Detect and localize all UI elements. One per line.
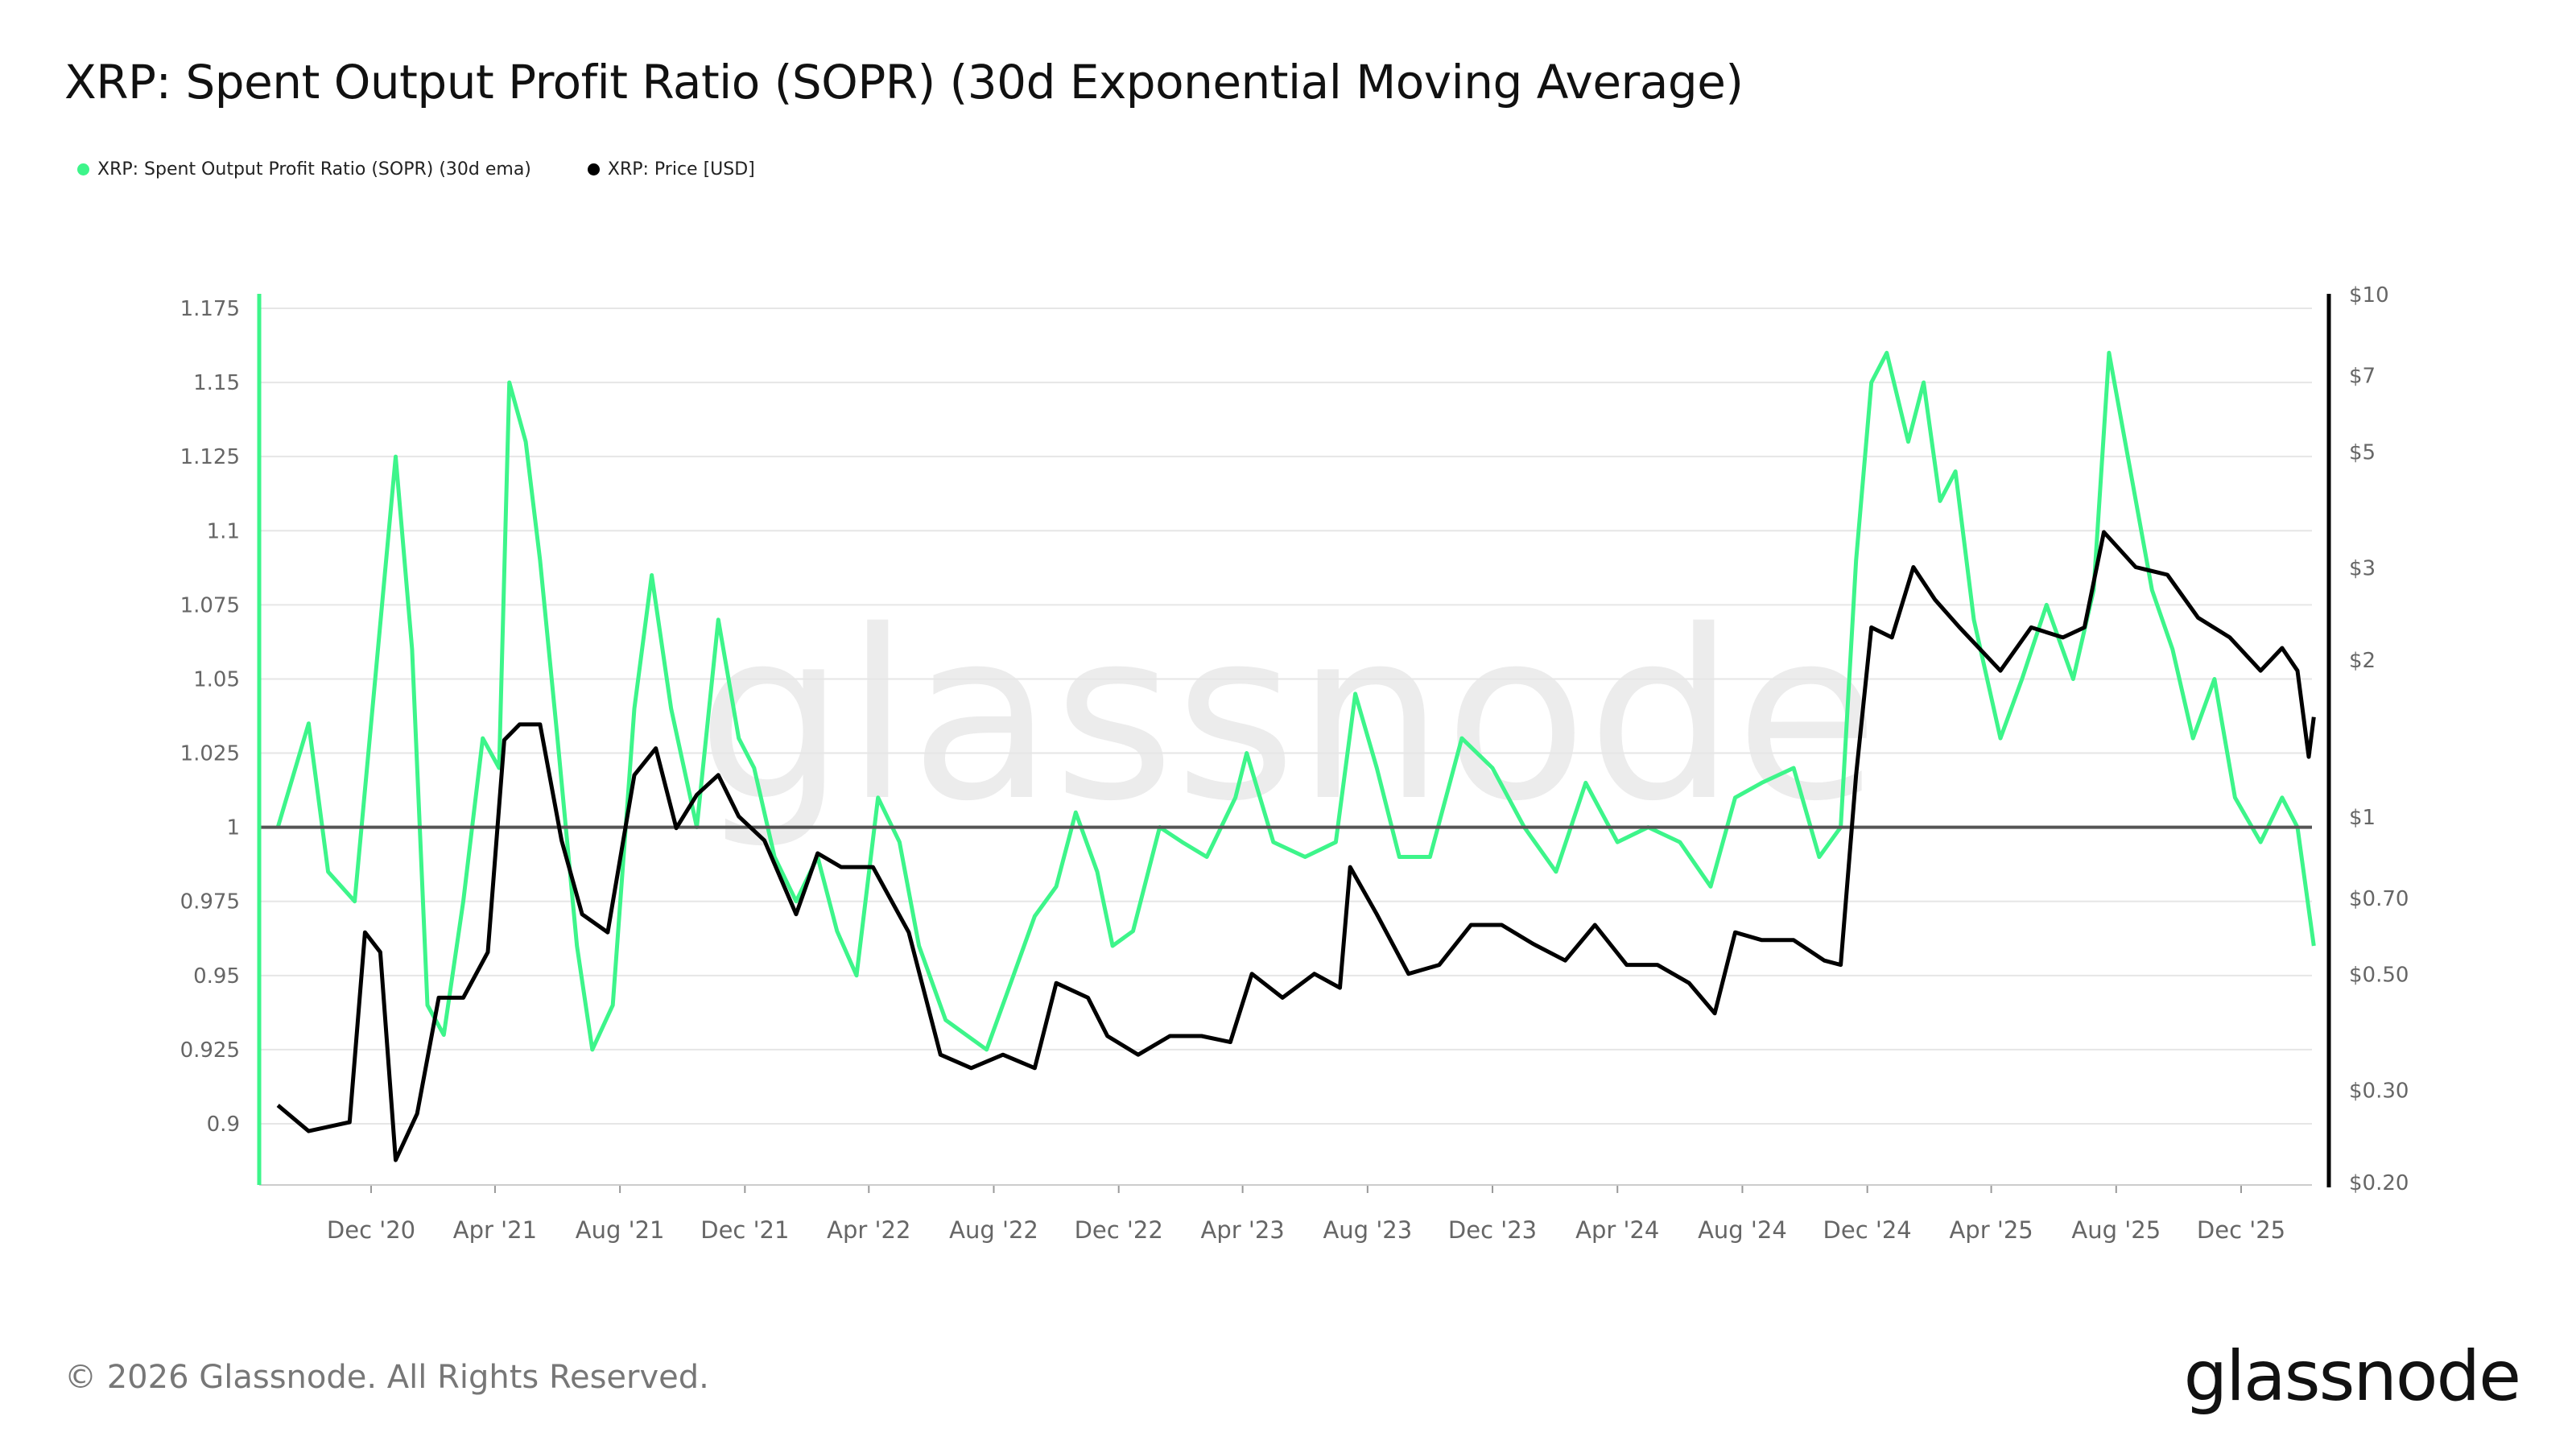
- y-right-tick-label: $0.30: [2349, 1080, 2409, 1104]
- x-tick-label: Dec '25: [2197, 1216, 2285, 1244]
- x-tick-label: Apr '22: [827, 1216, 910, 1244]
- y-right-tick-label: $0.20: [2349, 1171, 2409, 1195]
- legend-dot-price: [587, 163, 600, 175]
- y-right-tick-label: $0.70: [2349, 887, 2409, 911]
- y-right-tick-label: $5: [2349, 440, 2376, 464]
- legend-item-price[interactable]: XRP: Price [USD]: [587, 159, 755, 180]
- series-lines: [259, 350, 2316, 1162]
- legend: XRP: Spent Output Profit Ratio (SOPR) (3…: [77, 159, 755, 180]
- y-left-tick-label: 1.1: [207, 519, 240, 543]
- x-tick-label: Apr '21: [453, 1216, 537, 1244]
- x-tick-label: Aug '25: [2071, 1216, 2161, 1244]
- y-left-tick-label: 0.9: [207, 1113, 240, 1137]
- y-right-tick-label: $2: [2349, 649, 2376, 673]
- x-tick-label: Apr '25: [1949, 1216, 2033, 1244]
- y-right-tick-label: $1: [2349, 806, 2376, 830]
- y-left-tick-label: 1.175: [180, 297, 240, 321]
- copyright: © 2026 Glassnode. All Rights Reserved.: [64, 1359, 709, 1396]
- y-left-tick-label: 1.025: [180, 742, 240, 766]
- series-line-price: [276, 530, 2316, 1162]
- y-left-tick-label: 1.05: [193, 667, 240, 691]
- y-right-tick-label: $7: [2349, 365, 2376, 389]
- y-left-tick-label: 1: [226, 816, 240, 840]
- y-left-tick-label: 0.925: [180, 1038, 240, 1063]
- legend-dot-sopr: [77, 163, 89, 175]
- y-left-tick-label: 0.975: [180, 890, 240, 914]
- y-left-tick-label: 1.075: [180, 593, 240, 617]
- x-tick-label: Aug '21: [576, 1216, 665, 1244]
- y-right-tick-label: $3: [2349, 556, 2376, 580]
- y-right-tick-label: $0.50: [2349, 964, 2409, 988]
- y-left-tick-label: 0.95: [193, 964, 240, 989]
- x-tick-label: Dec '23: [1448, 1216, 1537, 1244]
- x-tick-label: Apr '24: [1575, 1216, 1659, 1244]
- legend-label-sopr: XRP: Spent Output Profit Ratio (SOPR) (3…: [97, 159, 531, 180]
- x-tick-label: Dec '20: [327, 1216, 415, 1244]
- x-tick-label: Aug '23: [1323, 1216, 1412, 1244]
- y-left-tick-label: 1.15: [193, 371, 240, 395]
- watermark: glassnode: [697, 581, 1879, 852]
- glassnode-logo: glassnode: [2183, 1336, 2521, 1417]
- legend-label-price: XRP: Price [USD]: [607, 159, 755, 180]
- legend-item-sopr[interactable]: XRP: Spent Output Profit Ratio (SOPR) (3…: [77, 159, 531, 180]
- axes: 1.175 1.15 1.125 1.1 1.075 1.05 1.025 1 0.975 0.9…: [180, 283, 2409, 1244]
- x-tick-label: Aug '24: [1698, 1216, 1787, 1244]
- x-tick-label: Apr '23: [1200, 1216, 1284, 1244]
- x-tick-label: Dec '22: [1075, 1216, 1163, 1244]
- y-left-tick-label: 1.125: [180, 445, 240, 469]
- x-tick-label: Dec '24: [1823, 1216, 1912, 1244]
- y-right-tick-label: $10: [2349, 283, 2389, 308]
- x-tick-label: Aug '22: [949, 1216, 1038, 1244]
- x-tick-label: Dec '21: [700, 1216, 789, 1244]
- chart-title: XRP: Spent Output Profit Ratio (SOPR) (3…: [64, 55, 1744, 109]
